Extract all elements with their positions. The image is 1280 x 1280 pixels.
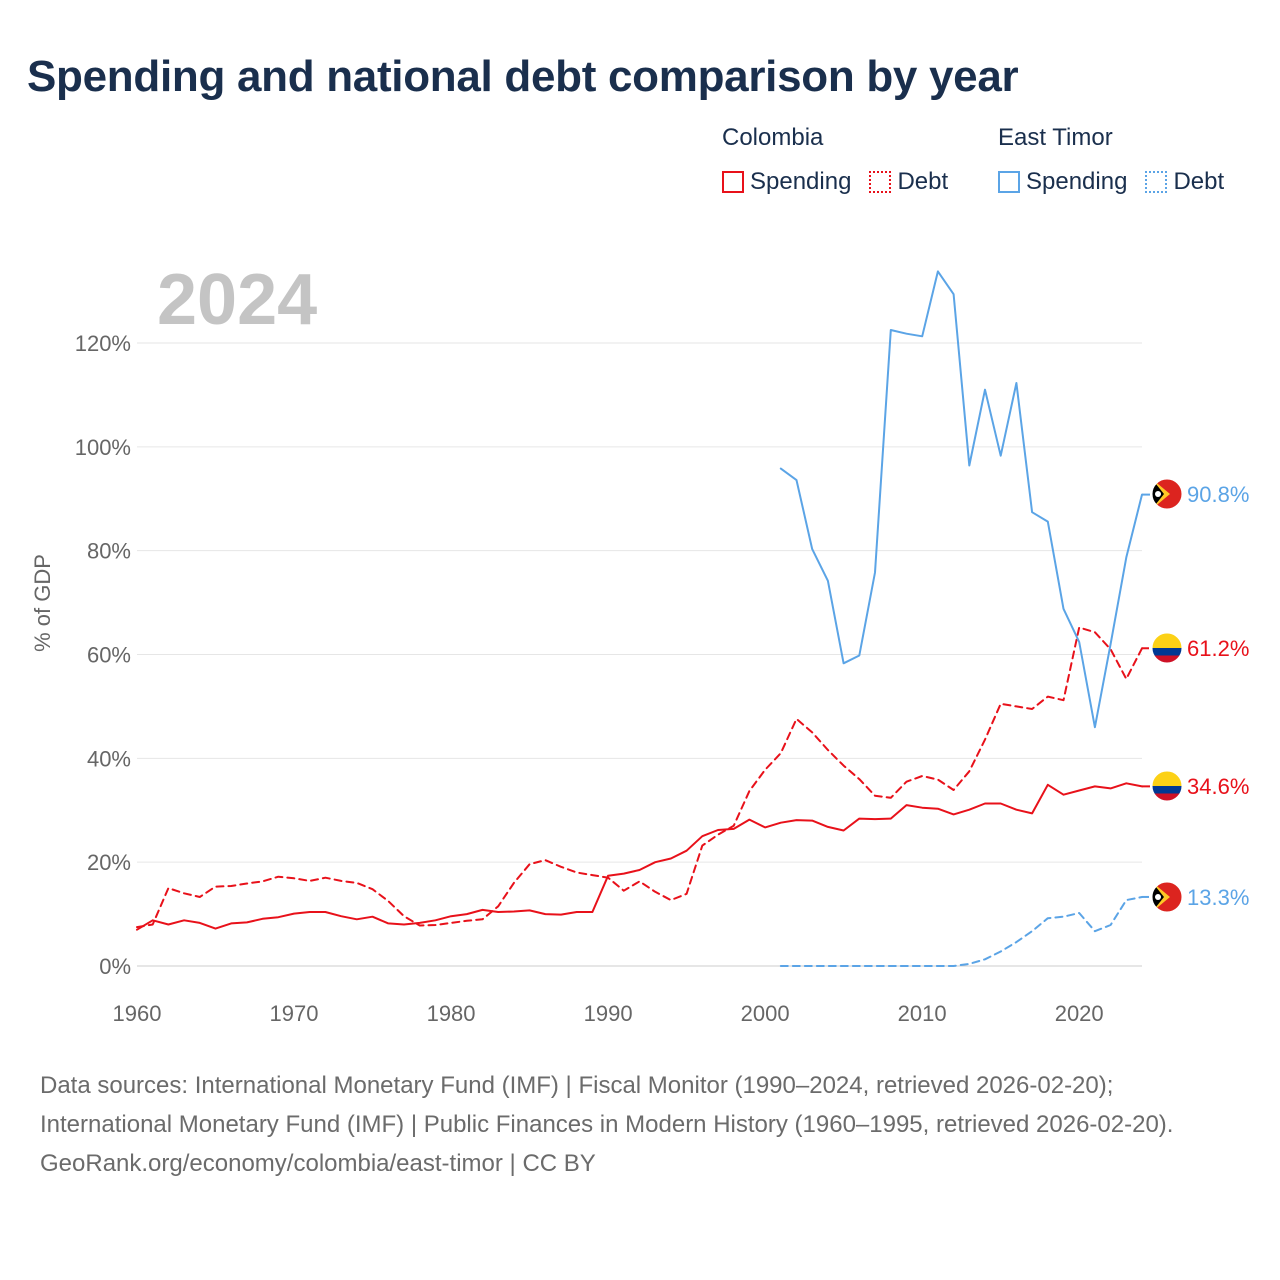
dotted-line-swatch-icon — [1145, 171, 1168, 193]
series-end-label: 13.3% — [1187, 885, 1249, 910]
legend-item-colombia-spending[interactable]: Spending — [722, 168, 851, 196]
chart-footer: Data sources: International Monetary Fun… — [40, 1066, 1240, 1183]
y-tick-label: 100% — [75, 435, 131, 460]
line-chart: 0% 20% 40% 60% 80% 100% 120% 1960 1970 1980 1990 20… — [30, 260, 1249, 1026]
series-line-colombia-debt[interactable] — [136, 626, 1143, 929]
series-line-east-timor-spending[interactable] — [779, 270, 1143, 729]
x-tick-label: 2000 — [741, 1001, 790, 1026]
dotted-line-swatch-icon — [869, 171, 892, 193]
flag-outline — [1151, 478, 1183, 510]
series-layer — [136, 270, 1150, 967]
x-tick-label: 1960 — [113, 1001, 162, 1026]
x-tick-label: 1980 — [427, 1001, 476, 1026]
series-end-label: 34.6% — [1187, 774, 1249, 799]
east-timor-flag-icon — [1152, 882, 1182, 912]
year-watermark: 2024 — [157, 260, 317, 340]
data-sources: Data sources: International Monetary Fun… — [40, 1072, 1174, 1138]
east-timor-flag-icon — [1152, 479, 1182, 509]
flag-band-blue — [1152, 786, 1182, 794]
flag-outline — [1151, 632, 1183, 664]
legend-item-east-timor-debt[interactable]: Debt — [1145, 168, 1224, 196]
credit-link[interactable]: GeoRank.org/economy/colombia/east-timor … — [40, 1150, 596, 1177]
legend-group-colombia: Colombia Spending Debt — [722, 124, 948, 196]
series-end-label: 90.8% — [1187, 482, 1249, 507]
flag-band-yellow — [1152, 771, 1182, 786]
y-tick-label: 40% — [87, 746, 131, 771]
legend-item-colombia-debt[interactable]: Debt — [869, 168, 948, 196]
legend-group-title: East Timor — [998, 124, 1113, 151]
chart-title: Spending and national debt comparison by… — [27, 52, 1019, 101]
series-line-colombia-spending[interactable] — [136, 782, 1143, 931]
y-tick-label: 120% — [75, 331, 131, 356]
colombia-flag-icon — [1152, 771, 1182, 801]
flag-band-yellow — [1152, 633, 1182, 648]
legend-item-label: Debt — [1173, 168, 1225, 195]
legend-item-label: Spending — [1026, 168, 1128, 195]
x-tick-label: 2020 — [1055, 1001, 1104, 1026]
y-tick-label: 20% — [87, 850, 131, 875]
solid-line-swatch-icon — [998, 171, 1020, 193]
y-tick-label: 80% — [87, 539, 131, 564]
y-axis-title: % of GDP — [30, 554, 55, 652]
y-tick-label: 0% — [99, 954, 131, 979]
legend-item-label: Spending — [750, 168, 852, 195]
legend-group-title: Colombia — [722, 124, 824, 151]
flag-star-white — [1155, 491, 1161, 497]
series-end-label: 61.2% — [1187, 636, 1249, 661]
flag-star-white — [1155, 894, 1161, 900]
flag-layer — [1151, 478, 1183, 913]
flag-outline — [1151, 770, 1183, 802]
legend-item-east-timor-spending[interactable]: Spending — [998, 168, 1127, 196]
flag-outline — [1151, 881, 1183, 913]
grid-layer — [137, 342, 1142, 967]
x-tick-label: 1990 — [584, 1001, 633, 1026]
legend-group-east-timor: East Timor Spending Debt — [998, 124, 1224, 196]
legend-item-label: Debt — [897, 168, 949, 195]
flag-band-blue — [1152, 648, 1182, 656]
solid-line-swatch-icon — [722, 171, 744, 193]
x-tick-label: 1970 — [270, 1001, 319, 1026]
end-label-layer: 90.8% 61.2% 34.6% 13.3% — [1187, 482, 1249, 910]
colombia-flag-icon — [1152, 633, 1182, 663]
series-line-east-timor-debt[interactable] — [779, 896, 1143, 967]
y-tick-label: 60% — [87, 643, 131, 668]
x-tick-label: 2010 — [898, 1001, 947, 1026]
axis-layer: 0% 20% 40% 60% 80% 100% 120% 1960 1970 1980 1990 20… — [75, 331, 1104, 1026]
flag-band-red — [1152, 655, 1182, 663]
flag-band-red — [1152, 793, 1182, 801]
